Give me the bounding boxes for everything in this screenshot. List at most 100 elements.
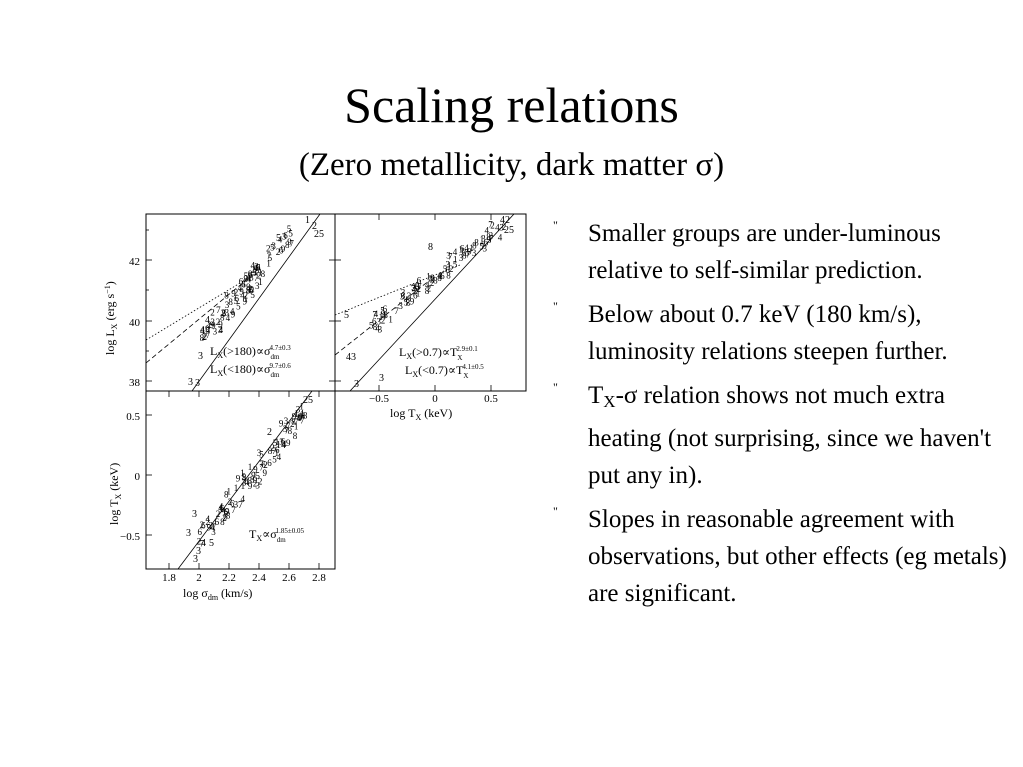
scatter-point: 4 [219, 502, 224, 512]
scatter-point: 7 [417, 282, 422, 292]
scatter-point: 8 [226, 511, 231, 521]
panel-lx-sigma-point-label: 3 [198, 351, 203, 362]
scatter-point: 7 [285, 426, 290, 436]
scatter-point: 8 [248, 269, 253, 279]
scatter-point: 4 [374, 309, 379, 319]
panel-lx-tx-legend-high: LX(>0.7)∝TX2.9±0.1 [399, 345, 478, 362]
bullet-text: Slopes in reasonable agreement with obse… [588, 506, 1007, 607]
scatter-point: 8 [285, 240, 290, 250]
scatter-point: 7 [448, 252, 453, 262]
scatter-point: 3 [208, 520, 213, 530]
scatter-point: 4 [412, 285, 417, 295]
panel-lx-sigma-fit-line-high [146, 276, 251, 364]
panel-tx-sigma-frame [145, 390, 336, 570]
scatter-point: 1 [240, 468, 245, 478]
scatter-point: 3 [211, 527, 216, 537]
scatter-point: 8 [261, 269, 266, 279]
scatter-point: 2 [248, 284, 253, 294]
scatter-point: 1 [275, 437, 280, 447]
scatter-point: 7 [200, 539, 205, 549]
scatter-point: 3 [225, 300, 230, 310]
scatter-point: 8 [248, 476, 253, 486]
scatter-point: 6 [281, 437, 286, 447]
scatter-point: 2 [216, 509, 221, 519]
scatter-point: 5 [268, 253, 273, 263]
scatter-point: 3 [430, 275, 435, 285]
panel-lx-tx-fit-line-high [349, 214, 515, 391]
panel-lx-sigma-self-similar-line [146, 276, 251, 341]
scatter-point: 1 [234, 483, 239, 493]
panel-tx-sigma-legend: TX∝σdm1.85±0.05 [249, 527, 305, 544]
scatter-point: 4 [437, 271, 442, 281]
scatter-point: 3 [254, 261, 259, 271]
scatter-point: 6 [279, 246, 284, 256]
panel-lx-sigma-point-label: 1 [305, 215, 310, 226]
scatter-point: 9 [243, 296, 248, 306]
scatter-point: 3 [483, 244, 488, 254]
scatter-point: 8 [291, 417, 296, 427]
scatter-point: 8 [472, 241, 477, 251]
panel-tx-sigma: 0.5 0 −0.5 log TX (keV) 1.8 2 2.2 2.4 2.… [107, 391, 326, 602]
scatter-point: 4 [278, 235, 283, 245]
scatter-point: 1 [258, 277, 263, 287]
scatter-point: 9 [253, 264, 258, 274]
scatter-point: 7 [488, 219, 493, 229]
panel-tx-sigma-point-label: 4 [201, 538, 206, 549]
scatter-point: 9 [287, 237, 292, 247]
scatter-point: 8 [446, 271, 451, 281]
scatter-point: 8 [293, 431, 298, 441]
scatter-point: 3 [472, 248, 477, 258]
scatter-point: 5 [272, 455, 277, 465]
panel-lx-tx: −0.5 0 0.5 log TX (keV) 654 5684148266124… [335, 214, 515, 422]
scatter-point: 4 [247, 274, 252, 284]
panel-tx-sigma-point-label: 14 [276, 440, 286, 451]
slide-subtitle: (Zero metallicity, dark matter σ) [298, 147, 725, 183]
scatter-point: 4 [241, 494, 246, 504]
panel-lx-sigma-legend-low: LX(<180)∝σdm9.7±0.6 [210, 362, 291, 379]
scatter-point: 5 [404, 298, 409, 308]
scatter-point: 1 [294, 421, 299, 431]
scatter-point: 6 [372, 316, 377, 326]
panel-lx-sigma-point-label: 5 [276, 233, 281, 244]
scatter-point: 4 [230, 307, 235, 317]
scatter-point: 4 [375, 323, 380, 333]
scatter-point: 2 [417, 284, 422, 294]
scatter-point: 7 [272, 446, 277, 456]
scatter-point: 5 [247, 285, 252, 295]
scatter-point: 3 [242, 478, 247, 488]
panel-lx-tx-xticks [335, 214, 492, 391]
panel-tx-sigma-point-label: 5 [255, 471, 260, 482]
panel-tx-sigma-ytick-label: −0.5 [120, 531, 140, 543]
panel-tx-sigma-ytick-label: 0 [135, 471, 141, 483]
scatter-point: 8 [406, 298, 411, 308]
bullet-list: " Smaller groups are under-luminous rela… [553, 215, 1018, 619]
scatter-point: 9 [381, 309, 386, 319]
scatter-point: 9 [256, 263, 261, 273]
scatter-point: 3 [377, 317, 382, 327]
scatter-point: 9 [253, 465, 258, 475]
panel-tx-sigma-ytick-label: 0.5 [126, 411, 140, 423]
bullet-prefix: T [588, 382, 604, 409]
bullet-text: Below about 0.7 keV (180 km/s), luminosi… [588, 301, 948, 365]
scatter-point: 7 [206, 330, 211, 340]
scatter-point: 2 [257, 270, 262, 280]
panel-lx-tx-xtick-label: −0.5 [369, 393, 389, 405]
scatter-point: 1 [227, 487, 232, 497]
scatter-point: 2 [427, 283, 432, 293]
scatter-point: 6 [261, 460, 266, 470]
scatter-point: 7 [259, 462, 264, 472]
bullet-marker: " [553, 380, 558, 394]
scatter-point: 8 [268, 446, 273, 456]
scatter-point: 5 [443, 264, 448, 274]
scatter-point: 6 [415, 282, 420, 292]
scatter-point: 4 [218, 503, 223, 513]
scatter-point: 5 [259, 450, 264, 460]
scatter-point: 2 [276, 247, 281, 257]
scatter-point: 4 [485, 225, 490, 235]
scatter-point: 3 [398, 301, 403, 311]
scatter-point: 7 [294, 417, 299, 427]
scatter-point: 1 [258, 268, 263, 278]
scatter-point: 8 [433, 276, 438, 286]
scatter-point: 9 [211, 321, 216, 331]
panel-tx-sigma-xtick-label: 2.2 [222, 572, 236, 584]
